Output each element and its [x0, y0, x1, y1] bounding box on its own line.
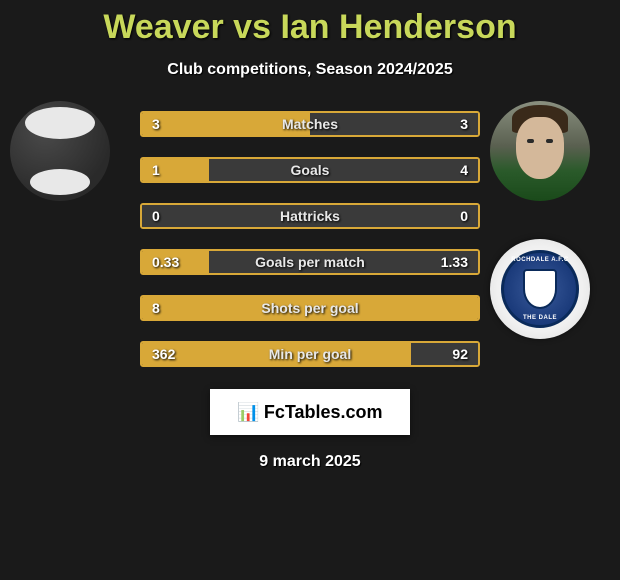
stat-value-right: 1.33: [441, 254, 468, 270]
stat-bar-right: [209, 159, 478, 181]
club-crest-right: ROCHDALE A.F.C THE DALE: [490, 239, 590, 339]
stat-label: Goals: [291, 162, 330, 178]
stat-value-left: 1: [152, 162, 160, 178]
player-right-photo: [490, 101, 590, 201]
brand-banner[interactable]: 📊 FcTables.com: [210, 389, 410, 435]
stats-area: ROCHDALE A.F.C THE DALE Matches 3 3 Goals 1 4…: [0, 111, 620, 367]
crest-inner: ROCHDALE A.F.C THE DALE: [501, 250, 579, 328]
subtitle: Club competitions, Season 2024/2025: [0, 61, 620, 79]
player-left-photo: [10, 101, 110, 201]
shield-icon: [523, 269, 557, 309]
stat-label: Matches: [282, 116, 338, 132]
stat-row: Goals per match 0.33 1.33: [140, 249, 480, 275]
stat-value-right: 0: [460, 208, 468, 224]
stat-value-left: 362: [152, 346, 175, 362]
date-line: 9 march 2025: [0, 453, 620, 471]
silhouette-icon: [30, 169, 90, 195]
stat-value-left: 0.33: [152, 254, 179, 270]
crest-text-top: ROCHDALE A.F.C: [511, 257, 568, 263]
stat-label: Goals per match: [255, 254, 365, 270]
stat-value-left: 8: [152, 300, 160, 316]
stat-label: Shots per goal: [261, 300, 358, 316]
stat-label: Hattricks: [280, 208, 340, 224]
page-title: Weaver vs Ian Henderson: [0, 0, 620, 47]
chart-icon: 📊: [237, 402, 259, 423]
silhouette-icon: [25, 107, 95, 139]
stat-value-left: 0: [152, 208, 160, 224]
stat-bars-container: Matches 3 3 Goals 1 4 Hattricks 0 0 Goals per mat…: [140, 111, 480, 367]
stat-value-right: 3: [460, 116, 468, 132]
stat-row: Goals 1 4: [140, 157, 480, 183]
stat-label: Min per goal: [269, 346, 351, 362]
brand-text: FcTables.com: [264, 402, 383, 423]
crest-text-bottom: THE DALE: [523, 315, 557, 321]
stat-value-right: 92: [452, 346, 468, 362]
face-icon: [516, 117, 564, 179]
stat-row: Matches 3 3: [140, 111, 480, 137]
stat-row: Shots per goal 8: [140, 295, 480, 321]
stat-row: Hattricks 0 0: [140, 203, 480, 229]
stat-value-left: 3: [152, 116, 160, 132]
stat-row: Min per goal 362 92: [140, 341, 480, 367]
stat-value-right: 4: [460, 162, 468, 178]
